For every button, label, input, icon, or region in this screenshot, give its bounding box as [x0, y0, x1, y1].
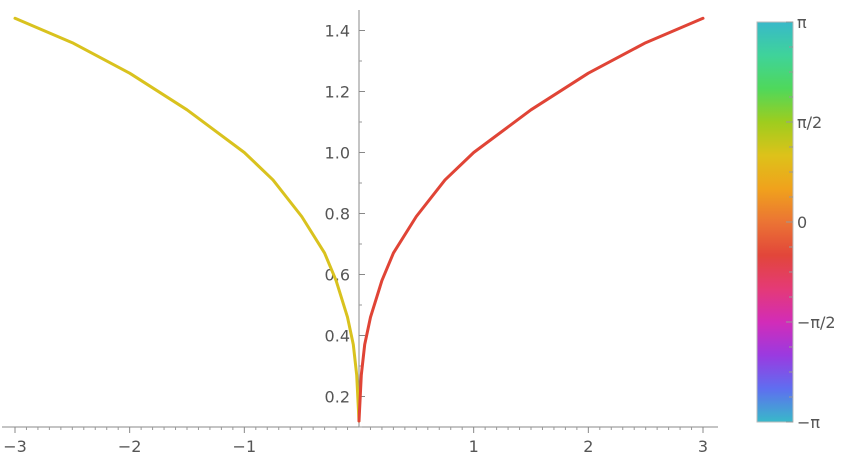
x-tick-labels: −3 −2 −1 1 2 3 — [3, 437, 708, 456]
colorbar: π π/2 0 −π/2 −π — [756, 13, 836, 432]
colorbar-label: π/2 — [797, 113, 822, 132]
x-tick-label: 3 — [698, 437, 708, 456]
colorbar-label: −π/2 — [797, 313, 836, 332]
colorbar-labels: π π/2 0 −π/2 −π — [797, 13, 836, 432]
series-line-2 — [357, 16, 705, 423]
x-tick-label: 2 — [583, 437, 593, 456]
y-tick-label: 0.8 — [325, 205, 350, 224]
major-ticks — [14, 30, 704, 433]
y-tick-label: 1.2 — [325, 83, 350, 102]
series-group — [13, 16, 705, 423]
y-tick-label: 1.0 — [325, 144, 350, 163]
y-tick-label: 0.4 — [325, 327, 350, 346]
minor-ticks — [25, 60, 693, 430]
x-tick-label: −1 — [233, 437, 257, 456]
series-line-1 — [13, 16, 361, 423]
colorbar-label: −π — [797, 413, 820, 432]
y-tick-labels: 0.20.40.60.81.01.21.4 — [325, 22, 350, 407]
y-tick-label: 1.4 — [325, 22, 350, 41]
y-tick-label: 0.2 — [325, 388, 350, 407]
colorbar-label: π — [797, 13, 807, 32]
x-tick-label: −3 — [3, 437, 27, 456]
axes — [2, 10, 718, 428]
x-tick-label: −2 — [118, 437, 142, 456]
colorbar-ticks — [786, 21, 793, 423]
x-tick-label: 1 — [469, 437, 479, 456]
colorbar-label: 0 — [797, 213, 807, 232]
